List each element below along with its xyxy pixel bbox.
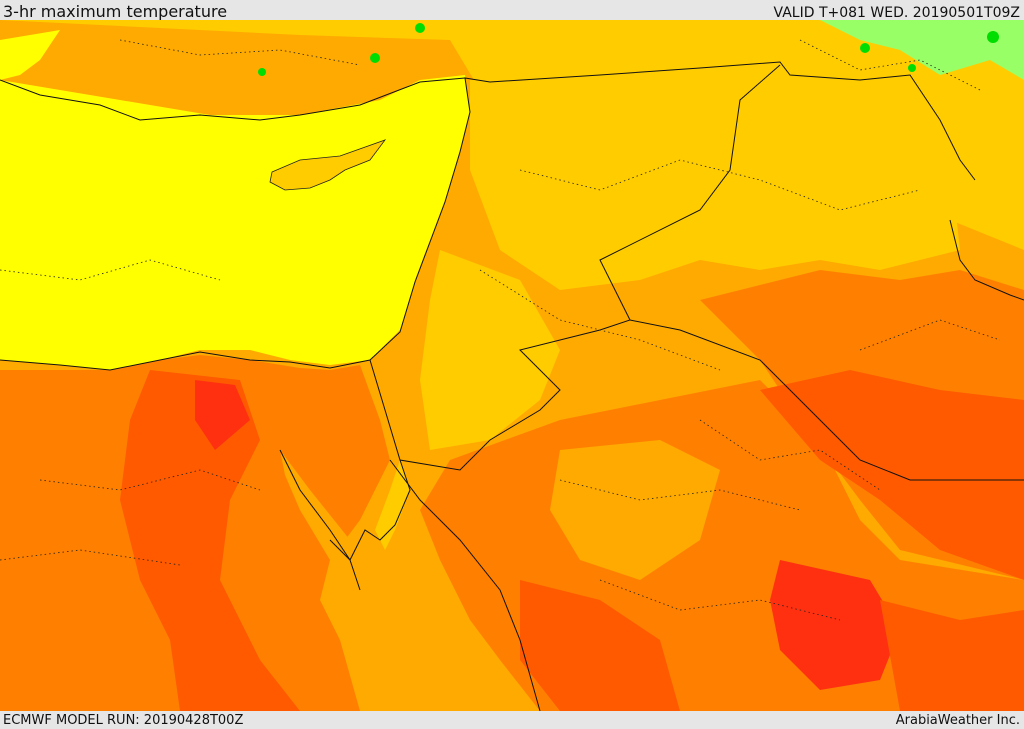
hot-zone-arabia-south bbox=[770, 560, 900, 690]
valid-time-label: VALID T+081 WED. 20190501T09Z bbox=[773, 5, 1020, 21]
temperature-map bbox=[0, 20, 1024, 711]
gulf-of-aqaba bbox=[375, 460, 410, 550]
cool-spot-3 bbox=[415, 23, 425, 33]
red-sea bbox=[280, 450, 520, 711]
hot-zone-arabia-west bbox=[520, 580, 680, 711]
cool-zone-north-east bbox=[820, 20, 1024, 80]
cyprus-island bbox=[269, 139, 387, 191]
map-title: 3-hr maximum temperature bbox=[3, 2, 228, 21]
cool-spot-5 bbox=[258, 68, 266, 76]
temperature-zone-nile bbox=[120, 370, 300, 711]
country-borders bbox=[0, 61, 1024, 711]
hot-zone-egypt bbox=[195, 380, 250, 450]
cool-spot-4 bbox=[370, 53, 380, 63]
temperature-zone-arabia-center bbox=[550, 440, 720, 580]
footer-bar: ECMWF MODEL RUN: 20190428T00Z ArabiaWeat… bbox=[0, 711, 1024, 729]
model-run-label: ECMWF MODEL RUN: 20190428T00Z bbox=[3, 713, 244, 728]
province-borders bbox=[0, 39, 1001, 621]
temperature-map-svg bbox=[0, 20, 1024, 711]
temperature-zone-syria bbox=[470, 65, 960, 290]
provider-label: ArabiaWeather Inc. bbox=[895, 713, 1020, 728]
hot-zone-gulf bbox=[760, 370, 1024, 580]
hot-zone-arabia-east bbox=[880, 600, 1024, 711]
cool-spot-1 bbox=[987, 31, 999, 43]
header-bar: 3-hr maximum temperature VALID T+081 WED… bbox=[0, 0, 1024, 21]
cool-spot-2 bbox=[860, 43, 870, 53]
cool-spot-6 bbox=[908, 64, 916, 72]
aegean-sea bbox=[0, 30, 60, 80]
temperature-zone-jordan bbox=[420, 250, 560, 450]
mediterranean-sea bbox=[0, 75, 470, 370]
